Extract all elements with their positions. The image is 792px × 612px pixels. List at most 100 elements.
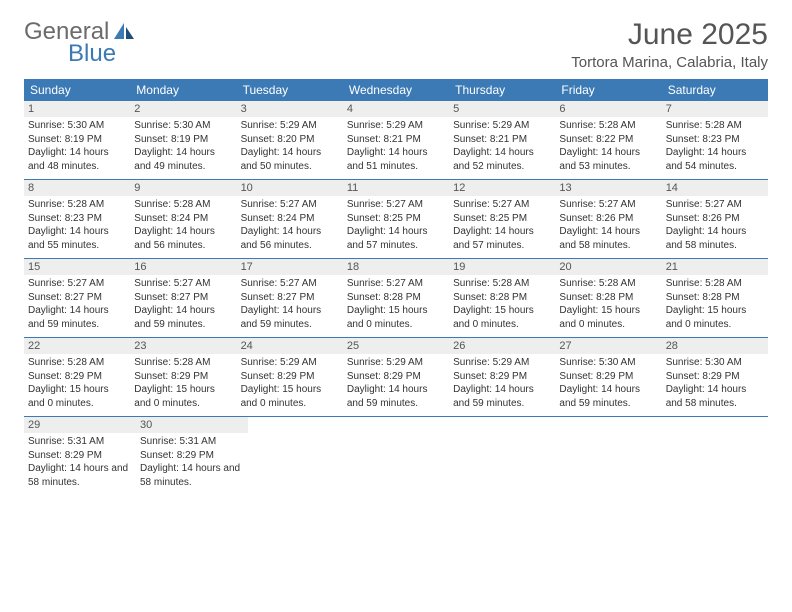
day-number: 21 [662,259,768,275]
day-number: 29 [24,417,136,433]
empty-day [352,417,456,495]
empty-day [664,417,768,495]
day-info: Sunrise: 5:28 AMSunset: 8:23 PMDaylight:… [666,119,764,173]
day-info: Sunrise: 5:31 AMSunset: 8:29 PMDaylight:… [140,435,244,489]
day-cell: 13 Sunrise: 5:27 AMSunset: 8:26 PMDayligh… [555,180,661,258]
day-info: Sunrise: 5:27 AMSunset: 8:26 PMDaylight:… [559,198,657,252]
day-info: Sunrise: 5:30 AMSunset: 8:19 PMDaylight:… [28,119,126,173]
day-info: Sunrise: 5:29 AMSunset: 8:21 PMDaylight:… [347,119,445,173]
day-number: 1 [24,101,130,117]
day-number: 23 [130,338,236,354]
empty-day [248,417,352,495]
day-info: Sunrise: 5:30 AMSunset: 8:29 PMDaylight:… [559,356,657,410]
day-number: 4 [343,101,449,117]
day-cell: 24Sunrise: 5:29 AMSunset: 8:29 PMDayligh… [237,338,343,416]
day-cell: 4 Sunrise: 5:29 AMSunset: 8:21 PMDaylight… [343,101,449,179]
week-row: 8 Sunrise: 5:28 AMSunset: 8:23 PMDaylight… [24,180,768,259]
day-number: 13 [555,180,661,196]
day-info: Sunrise: 5:27 AMSunset: 8:28 PMDaylight:… [347,277,445,331]
day-info: Sunrise: 5:28 AMSunset: 8:24 PMDaylight:… [134,198,232,252]
day-info: Sunrise: 5:27 AMSunset: 8:26 PMDaylight:… [666,198,764,252]
day-info: Sunrise: 5:29 AMSunset: 8:20 PMDaylight:… [241,119,339,173]
day-number: 2 [130,101,236,117]
day-info: Sunrise: 5:27 AMSunset: 8:27 PMDaylight:… [134,277,232,331]
day-number: 12 [449,180,555,196]
day-info: Sunrise: 5:31 AMSunset: 8:29 PMDaylight:… [28,435,132,489]
day-cell: 15 Sunrise: 5:27 AMSunset: 8:27 PMDayligh… [24,259,130,337]
day-number: 16 [130,259,236,275]
day-number: 10 [237,180,343,196]
day-cell: 9Sunrise: 5:28 AMSunset: 8:24 PMDaylight… [130,180,236,258]
day-info: Sunrise: 5:28 AMSunset: 8:22 PMDaylight:… [559,119,657,173]
day-cell: 22 Sunrise: 5:28 AMSunset: 8:29 PMDayligh… [24,338,130,416]
day-cell: 11 Sunrise: 5:27 AMSunset: 8:25 PMDayligh… [343,180,449,258]
day-info: Sunrise: 5:29 AMSunset: 8:29 PMDaylight:… [347,356,445,410]
day-info: Sunrise: 5:28 AMSunset: 8:29 PMDaylight:… [134,356,232,410]
day-number: 26 [449,338,555,354]
day-info: Sunrise: 5:30 AMSunset: 8:29 PMDaylight:… [666,356,764,410]
day-cell: 28 Sunrise: 5:30 AMSunset: 8:29 PMDayligh… [662,338,768,416]
day-number: 30 [136,417,248,433]
day-cell: 10 Sunrise: 5:27 AMSunset: 8:24 PMDayligh… [237,180,343,258]
calendar-grid: SundayMondayTuesdayWednesdayThursdayFrid… [24,79,768,495]
day-number: 14 [662,180,768,196]
day-number: 7 [662,101,768,117]
day-cell: 17Sunrise: 5:27 AMSunset: 8:27 PMDayligh… [237,259,343,337]
logo-sail-icon [114,23,136,41]
day-header: Saturday [662,79,768,101]
day-info: Sunrise: 5:28 AMSunset: 8:28 PMDaylight:… [453,277,551,331]
calendar-page: General Blue June 2025 Tortora Marina, C… [0,0,792,513]
day-number: 11 [343,180,449,196]
day-number: 6 [555,101,661,117]
day-info: Sunrise: 5:27 AMSunset: 8:25 PMDaylight:… [453,198,551,252]
day-cell: 21 Sunrise: 5:28 AMSunset: 8:28 PMDayligh… [662,259,768,337]
day-info: Sunrise: 5:28 AMSunset: 8:23 PMDaylight:… [28,198,126,252]
day-cell: 1 Sunrise: 5:30 AMSunset: 8:19 PMDaylight… [24,101,130,179]
day-info: Sunrise: 5:27 AMSunset: 8:24 PMDaylight:… [241,198,339,252]
day-number: 8 [24,180,130,196]
logo: General Blue [24,18,136,68]
day-number: 17 [237,259,343,275]
day-cell: 16 Sunrise: 5:27 AMSunset: 8:27 PMDayligh… [130,259,236,337]
day-number: 25 [343,338,449,354]
day-header: Sunday [24,79,130,101]
day-cell: 6 Sunrise: 5:28 AMSunset: 8:22 PMDaylight… [555,101,661,179]
day-number: 15 [24,259,130,275]
day-cell: 8 Sunrise: 5:28 AMSunset: 8:23 PMDaylight… [24,180,130,258]
day-cell: 23 Sunrise: 5:28 AMSunset: 8:29 PMDayligh… [130,338,236,416]
day-cell: 27 Sunrise: 5:30 AMSunset: 8:29 PMDayligh… [555,338,661,416]
day-info: Sunrise: 5:28 AMSunset: 8:28 PMDaylight:… [559,277,657,331]
day-number: 22 [24,338,130,354]
day-number: 19 [449,259,555,275]
day-header: Wednesday [343,79,449,101]
day-cell: 2Sunrise: 5:30 AMSunset: 8:19 PMDaylight… [130,101,236,179]
header: General Blue June 2025 Tortora Marina, C… [24,18,768,71]
day-number: 27 [555,338,661,354]
day-info: Sunrise: 5:27 AMSunset: 8:25 PMDaylight:… [347,198,445,252]
day-number: 20 [555,259,661,275]
page-title: June 2025 [571,18,768,52]
day-number: 28 [662,338,768,354]
day-number: 3 [237,101,343,117]
title-block: June 2025 Tortora Marina, Calabria, Ital… [571,18,768,71]
day-cell: 26 Sunrise: 5:29 AMSunset: 8:29 PMDayligh… [449,338,555,416]
day-header: Friday [555,79,661,101]
location-text: Tortora Marina, Calabria, Italy [571,54,768,71]
day-cell: 12 Sunrise: 5:27 AMSunset: 8:25 PMDayligh… [449,180,555,258]
logo-text-blue: Blue [68,40,136,68]
day-info: Sunrise: 5:27 AMSunset: 8:27 PMDaylight:… [28,277,126,331]
day-header: Tuesday [237,79,343,101]
day-info: Sunrise: 5:29 AMSunset: 8:29 PMDaylight:… [453,356,551,410]
day-cell: 25 Sunrise: 5:29 AMSunset: 8:29 PMDayligh… [343,338,449,416]
day-cell: 7 Sunrise: 5:28 AMSunset: 8:23 PMDaylight… [662,101,768,179]
day-header: Monday [130,79,236,101]
day-number: 24 [237,338,343,354]
day-cell: 14 Sunrise: 5:27 AMSunset: 8:26 PMDayligh… [662,180,768,258]
empty-day [456,417,560,495]
day-cell: 19 Sunrise: 5:28 AMSunset: 8:28 PMDayligh… [449,259,555,337]
day-info: Sunrise: 5:28 AMSunset: 8:28 PMDaylight:… [666,277,764,331]
day-info: Sunrise: 5:28 AMSunset: 8:29 PMDaylight:… [28,356,126,410]
day-headers-row: SundayMondayTuesdayWednesdayThursdayFrid… [24,79,768,101]
day-info: Sunrise: 5:29 AMSunset: 8:21 PMDaylight:… [453,119,551,173]
day-cell: 30 Sunrise: 5:31 AMSunset: 8:29 PMDayligh… [136,417,248,495]
